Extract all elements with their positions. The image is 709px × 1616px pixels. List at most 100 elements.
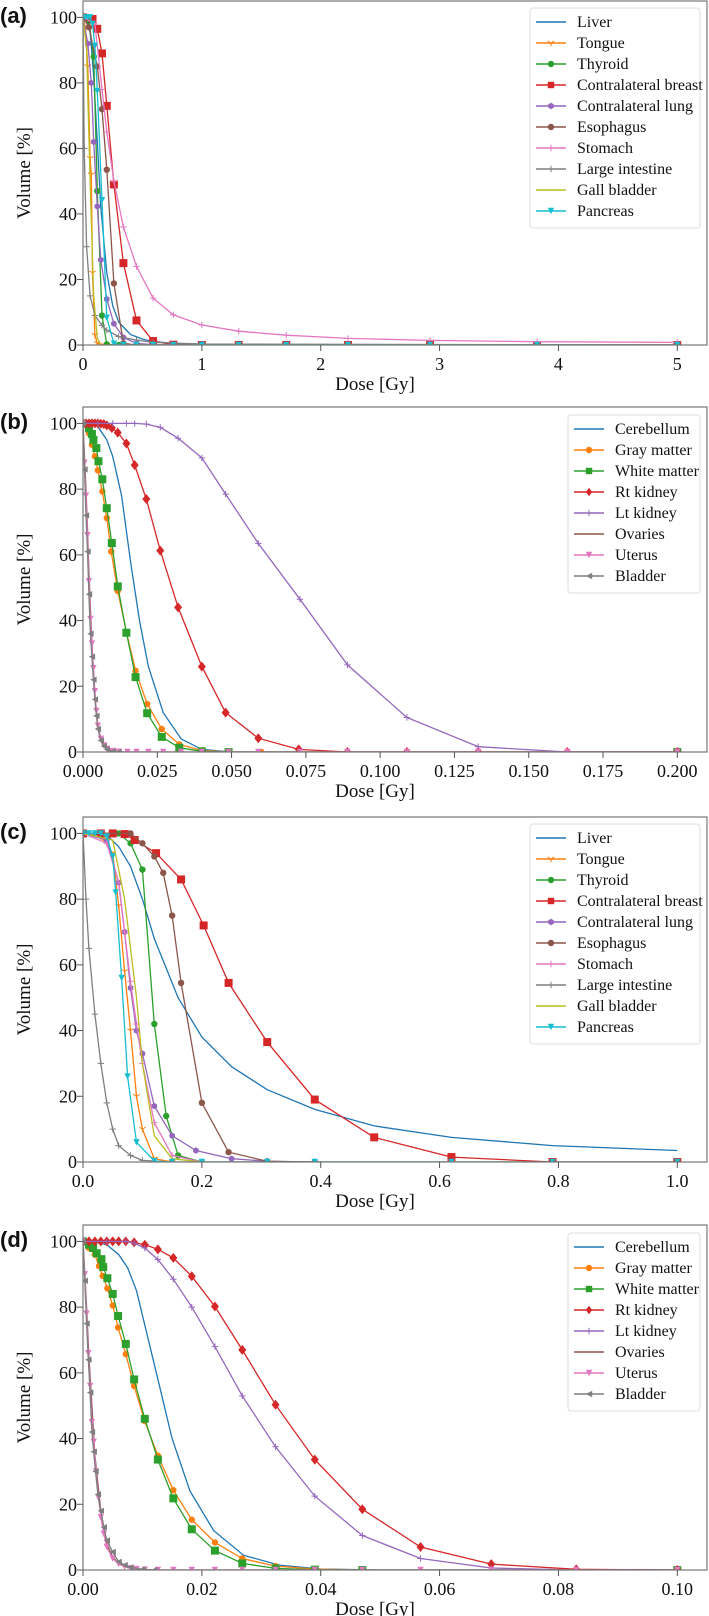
x-tick-label: 0.150: [508, 761, 549, 781]
data-point-marker: [151, 1020, 158, 1028]
data-point-marker: [94, 420, 102, 427]
series-group: [83, 13, 682, 345]
x-tick-label: 0.075: [286, 761, 327, 781]
x-tick-label: 0.10: [662, 1579, 694, 1599]
data-point-marker: [109, 1555, 116, 1562]
x-tick-label: 0.04: [305, 1579, 337, 1599]
legend-label: Large intestine: [577, 161, 672, 178]
data-point-marker: [121, 928, 128, 936]
data-point-marker: [344, 748, 351, 752]
data-point-marker: [157, 424, 164, 431]
data-point-marker: [547, 856, 555, 863]
data-point-marker: [358, 1504, 367, 1515]
legend-entry: Lt kidney: [574, 1323, 677, 1340]
y-tick-label: 60: [59, 545, 77, 565]
x-tick-label: 0.00: [67, 1579, 99, 1599]
data-point-marker: [359, 1532, 366, 1539]
data-point-marker: [110, 177, 118, 185]
data-point-marker: [198, 454, 206, 462]
data-point-marker: [310, 1454, 319, 1465]
data-point-marker: [311, 1492, 318, 1500]
data-point-marker: [83, 512, 90, 519]
data-point-marker: [255, 748, 262, 752]
legend-label: Rt kidney: [615, 1302, 678, 1319]
data-point-marker: [115, 748, 122, 752]
data-point-marker: [91, 42, 99, 50]
data-point-marker: [90, 676, 97, 683]
data-point-marker: [127, 978, 134, 985]
legend-box: [529, 823, 701, 1045]
legend-entry: Bladder: [574, 568, 666, 585]
data-point-marker: [139, 1157, 146, 1162]
data-point-marker: [103, 128, 110, 136]
data-point-marker: [585, 446, 593, 454]
data-point-marker: [547, 876, 555, 884]
y-tick-label: 0: [68, 1152, 77, 1172]
legend: Liver Tongue Thyroid Contralateral breast Co…: [529, 823, 703, 1045]
x-tick-label: 5: [673, 354, 682, 374]
data-point-marker: [142, 494, 151, 504]
data-point-marker: [169, 1494, 178, 1503]
legend-label: Rt kidney: [615, 484, 678, 501]
data-point-marker: [547, 960, 555, 968]
data-point-marker: [103, 314, 110, 322]
data-point-marker: [89, 435, 98, 444]
data-point-marker: [254, 733, 263, 744]
x-tick-label: 0: [79, 354, 88, 374]
data-point-marker: [416, 1542, 425, 1552]
legend-label: White matter: [615, 463, 700, 480]
data-point-marker: [210, 1546, 219, 1555]
data-point-marker: [145, 748, 152, 752]
data-point-marker: [417, 1555, 424, 1562]
data-point-marker: [151, 853, 158, 860]
data-point-marker: [87, 429, 96, 438]
data-point-marker: [83, 1238, 87, 1245]
legend-box: [567, 1232, 701, 1412]
legend: Cerebellum Gray matter White matter Rt kidn…: [567, 414, 701, 594]
y-tick-label: 40: [59, 1429, 77, 1449]
x-tick-label: 0.125: [434, 761, 475, 781]
data-point-marker: [130, 836, 139, 844]
data-point-marker: [139, 866, 146, 873]
data-point-marker: [88, 640, 96, 647]
data-point-marker: [198, 1158, 206, 1162]
data-point-marker: [174, 602, 183, 613]
data-point-marker: [88, 15, 97, 24]
data-point-marker: [130, 1239, 138, 1247]
data-point-marker: [92, 444, 101, 453]
data-point-marker: [426, 341, 434, 345]
data-point-marker: [85, 591, 93, 598]
data-point-marker: [296, 596, 304, 603]
y-tick-label: 80: [59, 73, 77, 93]
data-point-marker: [193, 1147, 199, 1154]
data-point-marker: [585, 551, 593, 559]
data-point-marker: [98, 475, 107, 484]
data-point-marker: [127, 830, 134, 837]
data-point-marker: [370, 1133, 379, 1142]
data-point-marker: [103, 1537, 110, 1544]
data-point-marker: [85, 24, 93, 31]
data-point-marker: [86, 14, 94, 21]
x-tick-label: 2: [316, 354, 325, 374]
data-point-marker: [86, 1389, 94, 1396]
data-point-marker: [174, 435, 182, 442]
panel-label: (b): [0, 409, 28, 434]
data-point-marker: [225, 1148, 232, 1156]
data-point-marker: [188, 1516, 195, 1523]
series-line-cerebellum: [83, 1240, 678, 1570]
data-point-marker: [83, 243, 90, 250]
data-point-marker: [133, 1139, 140, 1146]
legend-entry: Esophagus: [536, 119, 646, 136]
data-point-marker: [403, 748, 411, 752]
data-point-marker: [674, 748, 681, 752]
data-point-marker: [107, 423, 116, 434]
panel-label: (d): [0, 1227, 28, 1252]
legend-entry: Large intestine: [536, 161, 672, 178]
data-point-marker: [548, 918, 554, 926]
y-axis-label: Volume [%]: [14, 944, 35, 1036]
legend-entry: Contralateral breast: [536, 77, 703, 94]
data-point-marker: [573, 1566, 580, 1570]
data-point-marker: [168, 912, 176, 919]
data-point-marker: [547, 981, 555, 989]
data-point-marker: [83, 895, 90, 903]
